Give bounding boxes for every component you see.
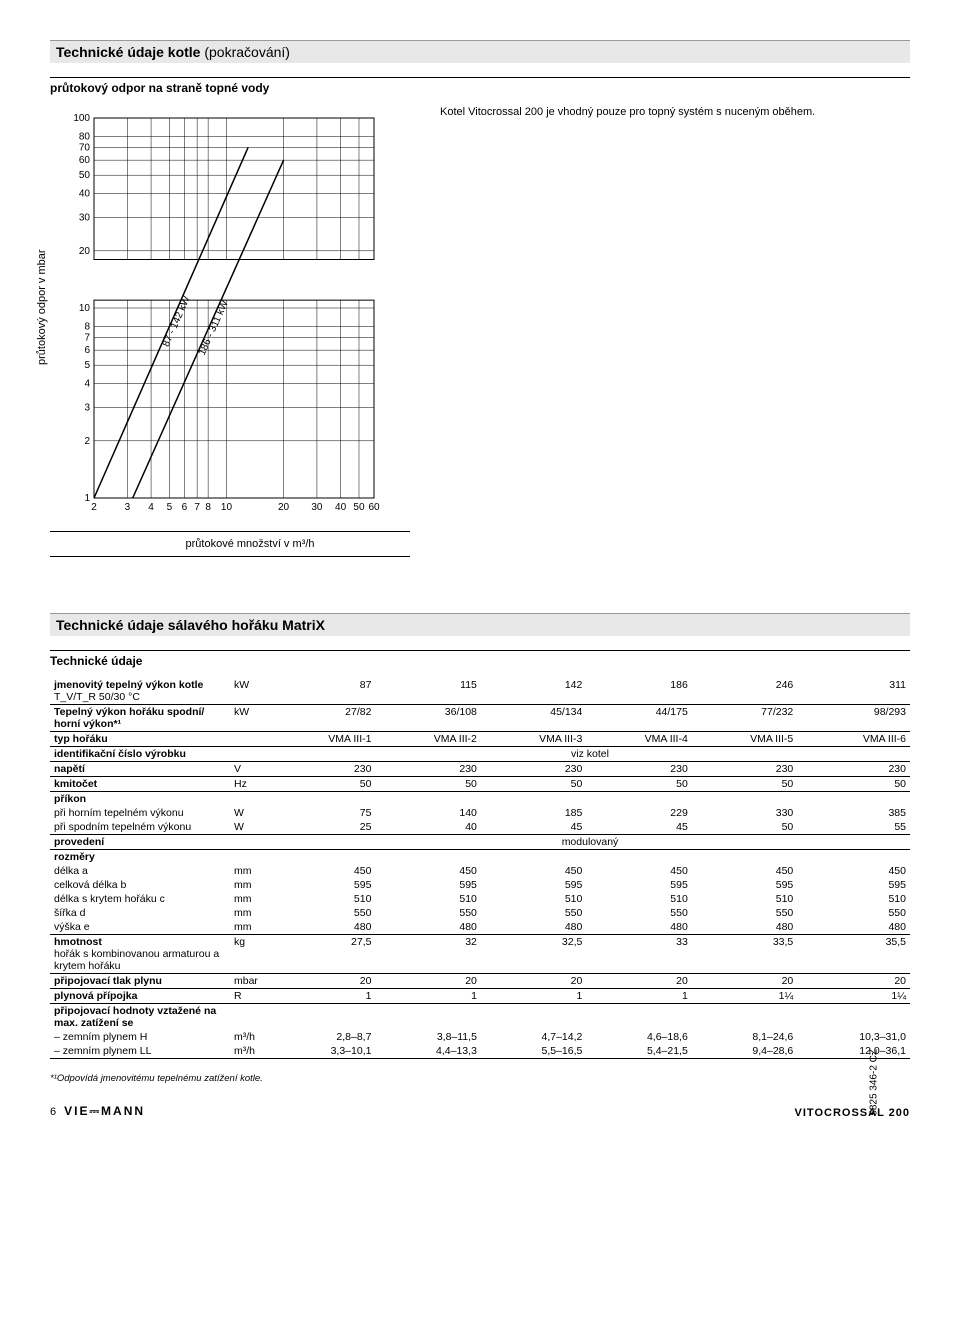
- table-row: celková délka bmm595595595595595595: [50, 878, 910, 892]
- page-footer: 6 VIE⎓MANN VITOCROSSAL 200: [50, 1104, 910, 1119]
- svg-text:2: 2: [91, 502, 97, 513]
- table-row: – zemním plynem Hm³/h2,8–8,73,8–11,54,7–…: [50, 1030, 910, 1044]
- svg-text:60: 60: [79, 155, 91, 166]
- table-row: při spodním tepelném výkonuW254045455055: [50, 820, 910, 835]
- page-number: 6: [50, 1106, 56, 1118]
- table-row: při horním tepelném výkonuW7514018522933…: [50, 806, 910, 820]
- chart-note: Kotel Vitocrossal 200 je vhodný pouze pr…: [440, 105, 910, 563]
- brand-logo: VIE⎓MANN: [64, 1104, 145, 1119]
- svg-text:70: 70: [79, 142, 91, 153]
- svg-text:40: 40: [79, 189, 91, 200]
- header1-bold: Technické údaje kotle: [56, 44, 200, 60]
- svg-text:30: 30: [311, 502, 323, 513]
- table-row: napětíV230230230230230230: [50, 762, 910, 777]
- header1-rest: (pokračování): [200, 44, 289, 60]
- svg-text:6: 6: [182, 502, 188, 513]
- svg-text:4: 4: [148, 502, 154, 513]
- subheading-1: průtokový odpor na straně topné vody: [50, 77, 910, 95]
- svg-text:3: 3: [84, 402, 90, 413]
- table-row: délka s krytem hořáku cmm510510510510510…: [50, 892, 910, 906]
- section-header-1: Technické údaje kotle (pokračování): [50, 40, 910, 63]
- svg-text:7: 7: [194, 502, 200, 513]
- svg-text:8: 8: [84, 321, 90, 332]
- table-row: hmotnosthořák s kombinovanou armaturou a…: [50, 935, 910, 974]
- table-row: provedenímodulovaný: [50, 835, 910, 850]
- table-row: připojovací tlak plynumbar202020202020: [50, 974, 910, 989]
- svg-text:186 - 311 kW: 186 - 311 kW: [197, 298, 231, 357]
- svg-text:8: 8: [205, 502, 211, 513]
- svg-text:10: 10: [79, 303, 91, 314]
- svg-text:60: 60: [368, 502, 380, 513]
- svg-text:5: 5: [84, 360, 90, 371]
- table-row: plynová přípojkaR11111¼1¼: [50, 989, 910, 1004]
- product-name: VITOCROSSAL 200: [795, 1107, 910, 1119]
- side-code: 5825 346-2 CZ: [869, 1049, 880, 1116]
- svg-text:7: 7: [84, 332, 90, 343]
- svg-text:30: 30: [79, 212, 91, 223]
- svg-text:40: 40: [335, 502, 347, 513]
- svg-text:87 - 142 kW: 87 - 142 kW: [161, 294, 193, 348]
- table-row: – zemním plynem LLm³/h3,3–10,14,4–13,35,…: [50, 1044, 910, 1059]
- svg-text:80: 80: [79, 131, 91, 142]
- svg-text:50: 50: [353, 502, 365, 513]
- section-header-2: Technické údaje sálavého hořáku MatriX: [50, 613, 910, 636]
- table-row: Tepelný výkon hořáku spodní/ horní výkon…: [50, 705, 910, 732]
- svg-text:20: 20: [79, 246, 91, 257]
- table-row: příkon: [50, 792, 910, 807]
- svg-text:2: 2: [84, 436, 90, 447]
- table-row: jmenovitý tepelný výkon kotleT_V/T_R 50/…: [50, 678, 910, 705]
- svg-text:100: 100: [73, 113, 90, 124]
- table-row: šířka dmm550550550550550550: [50, 906, 910, 920]
- svg-text:20: 20: [278, 502, 290, 513]
- data-table: jmenovitý tepelný výkon kotleT_V/T_R 50/…: [50, 678, 910, 1059]
- chart-x-label: průtokové množství v m³/h: [90, 538, 410, 550]
- table-row: připojovací hodnoty vztažené na max. zat…: [50, 1004, 910, 1031]
- table-row: identifikační číslo výrobkuviz kotel: [50, 747, 910, 762]
- svg-text:50: 50: [79, 170, 91, 181]
- footnote: *¹Odpovídá jmenovitému tepelnému zatížen…: [50, 1073, 910, 1084]
- svg-text:5: 5: [167, 502, 173, 513]
- svg-text:3: 3: [125, 502, 131, 513]
- svg-text:10: 10: [221, 502, 233, 513]
- table-row: výška emm480480480480480480: [50, 920, 910, 935]
- header2-text: Technické údaje sálavého hořáku MatriX: [56, 617, 325, 633]
- svg-text:6: 6: [84, 345, 90, 356]
- table-row: rozměry: [50, 850, 910, 865]
- svg-text:1: 1: [84, 493, 90, 504]
- svg-text:4: 4: [84, 379, 90, 390]
- table-row: kmitočetHz505050505050: [50, 777, 910, 792]
- flow-resistance-chart: průtokový odpor v mbar 23456781020304050…: [50, 105, 390, 525]
- table-row: délka amm450450450450450450: [50, 864, 910, 878]
- table-row: typ hořákuVMA III-1VMA III-2VMA III-3VMA…: [50, 732, 910, 747]
- chart-y-label: průtokový odpor v mbar: [36, 249, 48, 365]
- subheading-2: Technické údaje: [50, 650, 910, 668]
- chart-svg: 2345678102030405060123456781020304050607…: [50, 105, 390, 525]
